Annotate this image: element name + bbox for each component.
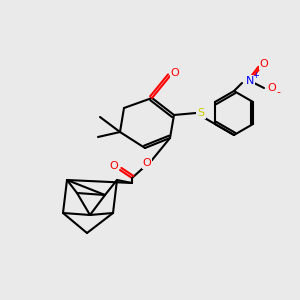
Text: O: O xyxy=(142,158,152,168)
Text: N: N xyxy=(246,76,254,86)
Text: O: O xyxy=(260,59,268,69)
Text: O: O xyxy=(171,68,179,78)
Text: S: S xyxy=(197,108,205,118)
Text: +: + xyxy=(253,71,260,80)
Text: -: - xyxy=(276,87,280,97)
Text: O: O xyxy=(268,83,276,93)
Text: O: O xyxy=(110,161,118,171)
